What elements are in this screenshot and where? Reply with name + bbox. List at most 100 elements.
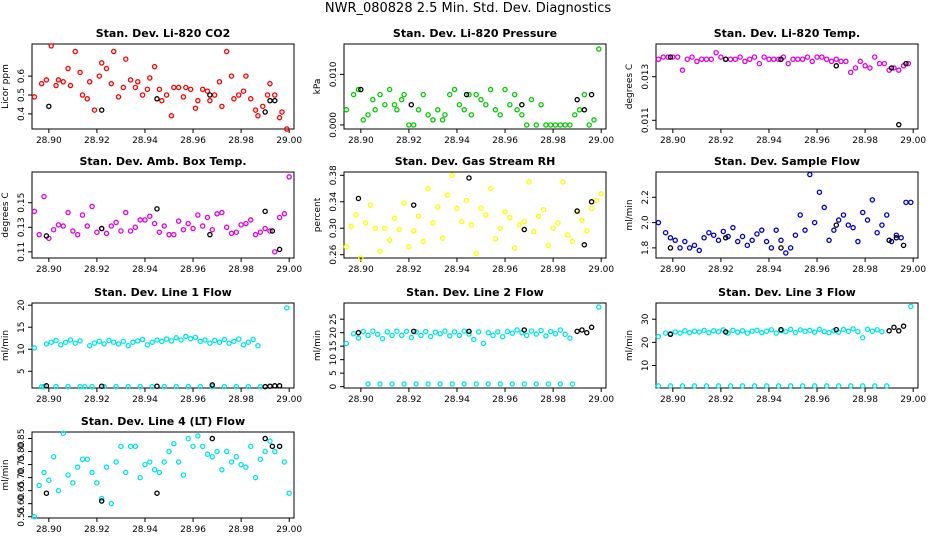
data-point	[485, 381, 491, 387]
data-point	[94, 480, 100, 486]
data-point	[545, 242, 552, 249]
data-point	[749, 237, 755, 244]
data-point	[807, 171, 813, 178]
y-tick-label: 0.5	[17, 88, 27, 102]
data-point	[903, 199, 909, 206]
data-point	[557, 327, 564, 333]
data-point	[710, 328, 717, 334]
data-point	[48, 339, 54, 345]
data-point	[31, 208, 38, 215]
data-point	[156, 86, 163, 93]
data-point	[365, 112, 371, 118]
x-tick-label: 28.94	[444, 395, 470, 405]
data-point	[845, 328, 852, 335]
data-point	[382, 101, 388, 108]
data-point	[382, 225, 388, 231]
data-point	[771, 56, 777, 63]
chart-title: Stan. Dev. Sample Flow	[714, 155, 860, 168]
highlight-point	[358, 86, 364, 93]
data-point	[763, 328, 770, 335]
y-tick-label: 0.11	[17, 242, 27, 262]
data-point	[847, 69, 854, 76]
data-point	[754, 231, 760, 237]
data-point	[547, 122, 554, 128]
x-tick-label: 29.00	[588, 136, 614, 146]
data-point	[386, 237, 393, 243]
x-tick-label: 29.00	[900, 395, 926, 405]
plot-frame	[655, 171, 919, 259]
data-point	[415, 107, 422, 113]
y-tick-label: 0.15	[17, 193, 27, 213]
data-point	[31, 94, 38, 100]
data-point	[410, 122, 417, 128]
data-point	[372, 225, 378, 231]
data-point	[183, 333, 189, 340]
chart-panel-8: Stan. Dev. Line 2 Flow ml/min 28.90 28.92 28…	[313, 286, 614, 405]
data-point	[50, 226, 57, 233]
data-point	[199, 443, 206, 450]
data-point	[509, 381, 516, 387]
data-point	[449, 172, 455, 179]
data-point	[739, 328, 746, 334]
data-point	[91, 340, 98, 346]
data-point	[845, 222, 852, 228]
data-point	[732, 56, 739, 63]
data-point	[86, 342, 93, 349]
highlight-point	[207, 231, 213, 238]
data-point	[199, 86, 206, 93]
data-point	[142, 217, 148, 223]
x-tick-label: 28.98	[228, 265, 254, 275]
data-point	[149, 383, 155, 390]
data-point	[439, 117, 446, 123]
data-point	[355, 86, 362, 93]
chart-panel-1: Stan. Dev. Li-820 CO2 Licor ppm 28.90 28.92…	[1, 27, 302, 146]
y-tick-label: 0.13	[17, 217, 27, 237]
x-tick-label: 28.90	[660, 265, 686, 275]
data-point	[113, 383, 119, 390]
chart-title: Stan. Dev. Line 4 (LT) Flow	[81, 415, 245, 428]
data-point	[398, 332, 405, 339]
data-point	[231, 96, 237, 102]
data-point	[84, 223, 91, 229]
data-point	[540, 206, 547, 213]
x-tick-label: 29.00	[588, 265, 614, 275]
y-tick-label: 20	[17, 299, 27, 311]
data-point	[857, 58, 864, 65]
data-point	[377, 91, 383, 98]
data-point	[802, 227, 808, 233]
data-point	[70, 480, 76, 486]
data-point	[884, 383, 890, 389]
data-point	[835, 217, 842, 223]
data-point	[814, 54, 820, 60]
chart-panel-7: Stan. Dev. Line 1 Flow ml/min 28.90 28.92 28…	[1, 286, 302, 405]
data-point	[768, 327, 775, 333]
data-point	[91, 107, 98, 113]
data-point	[235, 92, 242, 98]
data-point	[252, 474, 259, 481]
data-point	[703, 383, 710, 389]
x-tick-label: 28.94	[132, 265, 158, 275]
highlight-point	[833, 326, 840, 333]
data-point	[41, 193, 47, 200]
chart-title: Stan. Dev. Li-820 Pressure	[393, 27, 557, 40]
highlight-point	[778, 326, 784, 333]
data-point	[89, 469, 95, 476]
x-tick-label: 28.90	[660, 395, 686, 405]
data-point	[821, 204, 828, 211]
y-tick-label: 30	[641, 313, 651, 325]
highlight-point	[584, 329, 590, 336]
data-point	[686, 245, 693, 251]
data-point	[214, 211, 220, 217]
data-point	[552, 331, 559, 337]
data-point	[370, 96, 376, 103]
x-tick-label: 28.90	[36, 265, 62, 275]
data-point	[216, 79, 223, 85]
data-point	[358, 255, 364, 261]
data-point	[655, 333, 662, 340]
data-point	[43, 77, 50, 83]
data-point	[461, 381, 467, 387]
data-point	[257, 456, 264, 463]
y-axis-label: ml/min	[625, 330, 635, 361]
data-point	[360, 117, 366, 123]
data-point	[262, 448, 268, 455]
